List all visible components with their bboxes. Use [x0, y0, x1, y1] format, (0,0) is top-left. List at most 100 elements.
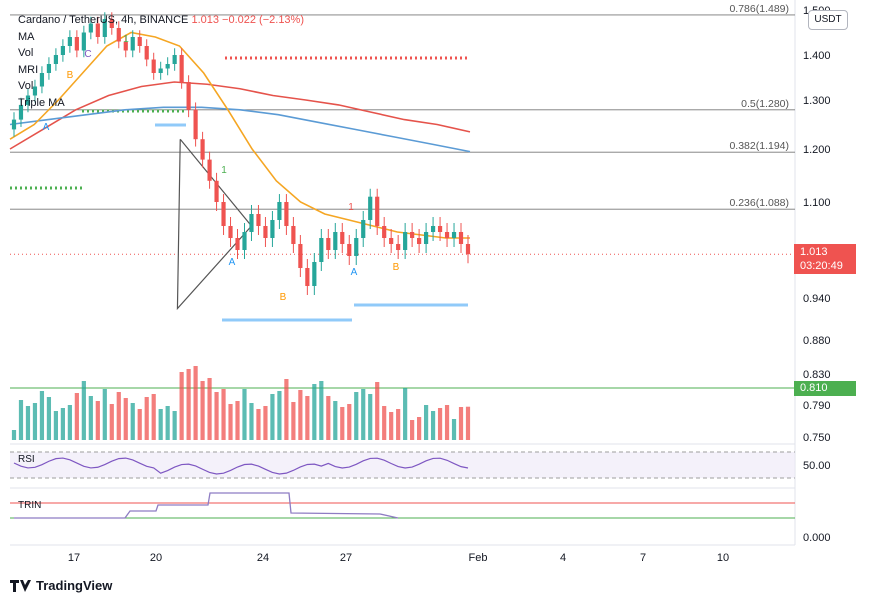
axes: 1.5001.4001.3001.2001.1000.9400.8800.830… — [68, 5, 831, 564]
candle-body — [298, 244, 303, 268]
volume-bar — [375, 382, 380, 440]
candle-body — [340, 232, 345, 244]
volume-bar — [291, 402, 296, 440]
candle-body — [305, 268, 310, 286]
legend-vol-2[interactable]: Vol — [18, 80, 34, 92]
candle-body — [102, 19, 107, 37]
candle-body — [193, 109, 198, 140]
volume-bar — [333, 401, 338, 440]
candle-body — [277, 202, 282, 220]
candle-body — [214, 180, 219, 202]
volume-bar — [11, 430, 17, 440]
rsi-line — [13, 457, 469, 475]
footer: TradingView — [10, 578, 112, 593]
volume-bar — [193, 366, 198, 440]
candle-body — [270, 220, 275, 238]
price-change: −0.022 (−2.13%) — [222, 14, 304, 26]
annotation-label: B — [67, 70, 74, 81]
volume-bar — [417, 417, 422, 440]
fibonacci-levels: 0.786(1.489) 0.5(1.280) 0.382(1.194) 0.236(… — [10, 3, 795, 389]
candle-body — [256, 214, 261, 226]
volume-bar — [186, 369, 191, 440]
volume-bar — [172, 411, 177, 440]
volume-bar — [396, 409, 401, 440]
annotation-label: 1 — [348, 202, 354, 213]
candle-body — [354, 238, 359, 256]
fib-label: 0.786(1.489) — [729, 3, 789, 15]
annotation-label: B — [393, 262, 400, 273]
volume-bar — [81, 381, 86, 440]
volume-bar — [458, 407, 464, 440]
currency-button[interactable]: USDT — [808, 10, 848, 30]
volume-bar — [214, 392, 219, 440]
volume-bar — [444, 405, 450, 440]
candle-body — [430, 226, 436, 232]
candle-body — [81, 32, 86, 51]
volume-bar — [95, 401, 100, 440]
candle-body — [95, 23, 100, 37]
volume-bar — [25, 406, 31, 440]
trin-line — [14, 492, 399, 519]
candle-body — [179, 55, 184, 82]
candle-body — [319, 238, 324, 262]
x-tick-label: 27 — [340, 552, 352, 564]
volume-bar — [368, 394, 373, 440]
candle-body — [158, 68, 163, 73]
candle-body — [291, 226, 296, 244]
countdown-label: 03:20:49 — [800, 260, 843, 272]
moving-averages — [9, 31, 471, 239]
candle-body — [410, 232, 415, 238]
x-tick-label: 10 — [717, 552, 729, 564]
volume-bar — [144, 397, 149, 440]
y-tick-label: 0.830 — [803, 369, 831, 381]
volume-bar — [67, 405, 72, 440]
candle-body — [46, 64, 52, 73]
trin-pane: TRIN 0.000 — [10, 492, 831, 544]
legend-mri[interactable]: MRI — [18, 63, 39, 76]
rsi-pane: RSI 50.00 — [10, 451, 831, 479]
x-tick-label: 17 — [68, 552, 80, 564]
rsi-band — [10, 452, 795, 478]
candle-body — [423, 232, 429, 244]
annotation-label: A — [229, 257, 236, 268]
volume-bar — [207, 378, 212, 440]
x-tick-label: 4 — [560, 552, 566, 564]
volume-bar — [270, 394, 275, 440]
volume-bar — [423, 405, 429, 440]
volume-bar — [382, 406, 387, 440]
candle-body — [130, 37, 135, 51]
candle-body — [361, 220, 366, 238]
candle-body — [25, 95, 31, 105]
volume-bar — [451, 419, 457, 440]
volume-bar — [116, 392, 121, 440]
volume-bar — [221, 389, 226, 440]
candle-body — [186, 82, 191, 110]
annotation-label: 1 — [123, 34, 129, 45]
volume-bar — [242, 389, 247, 440]
legend-ma[interactable]: MA — [18, 30, 35, 43]
y-tick-label: 0.880 — [803, 335, 831, 347]
volume-bar — [430, 411, 436, 440]
candle-body — [368, 196, 373, 220]
volume-bar — [354, 392, 359, 440]
volume-bar — [137, 409, 142, 440]
volume-bar — [74, 393, 79, 440]
volume-bar — [102, 389, 107, 440]
trin-label: TRIN — [18, 500, 41, 511]
legend-vol[interactable]: Vol — [18, 47, 34, 59]
volume-bar — [32, 403, 38, 440]
fib-label: 0.236(1.088) — [729, 197, 789, 209]
y-tick-label: 1.400 — [803, 50, 831, 62]
volume-bar — [277, 391, 282, 440]
volume-bar — [88, 396, 93, 440]
candle-body — [458, 232, 464, 244]
candle-body — [165, 64, 170, 69]
candle-body — [172, 55, 177, 64]
volume-bar — [151, 394, 156, 440]
candle-body — [221, 202, 226, 226]
legend-triple-ma[interactable]: Triple MA — [18, 96, 65, 109]
candle-body — [242, 232, 247, 250]
candle-body — [403, 232, 408, 250]
